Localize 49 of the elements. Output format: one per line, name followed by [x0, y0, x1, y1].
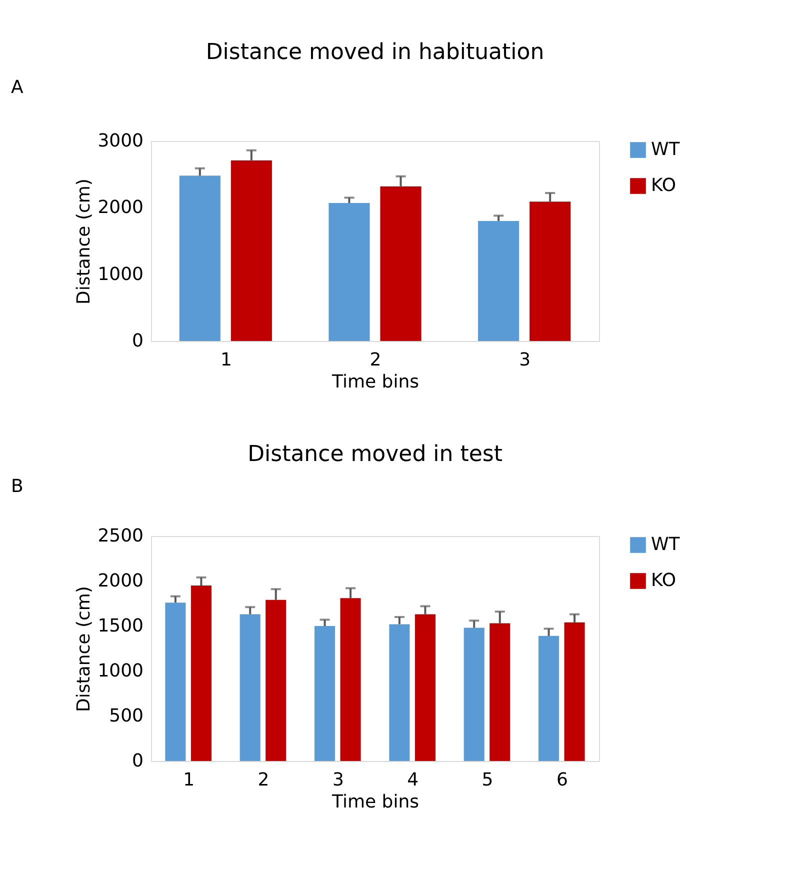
bar — [380, 186, 422, 341]
bar — [478, 221, 520, 341]
y-tick-label: 2000 — [98, 570, 144, 592]
x-tick-label: 2 — [370, 350, 382, 370]
x-tick-label: 3 — [332, 770, 344, 790]
y-axis-title: Distance (cm) — [74, 586, 95, 712]
y-tick-label: 3000 — [98, 130, 144, 152]
legend-label: KO — [651, 570, 676, 591]
bar — [414, 614, 436, 761]
x-tick-label: 5 — [482, 770, 494, 790]
y-tick-label: 0 — [132, 750, 144, 772]
text: B — [11, 476, 24, 497]
bar — [190, 586, 212, 761]
x-axis-title: Time bins — [331, 372, 419, 392]
bar — [165, 602, 186, 761]
bar — [240, 614, 260, 761]
bar — [179, 176, 220, 341]
chart-title: Distance moved in habituation — [206, 40, 544, 65]
y-tick-label: 2500 — [98, 526, 144, 546]
bar — [564, 622, 585, 761]
x-tick-label: 4 — [407, 770, 419, 790]
bar — [530, 202, 571, 341]
y-tick-label: 2000 — [98, 197, 144, 218]
legend-label: WT — [651, 534, 681, 555]
legend-label: KO — [651, 175, 676, 196]
bar — [314, 626, 336, 761]
bar — [538, 636, 560, 761]
bar — [490, 623, 510, 761]
bar — [464, 628, 484, 761]
x-axis-title: Time bins — [331, 792, 419, 812]
bar — [340, 598, 361, 761]
x-tick-label: 2 — [258, 770, 270, 790]
bar — [389, 624, 410, 761]
bar — [328, 203, 370, 341]
y-axis-title: Distance (cm) — [74, 178, 95, 304]
y-tick-label: 1000 — [98, 264, 144, 285]
y-tick-label: 500 — [109, 706, 144, 726]
x-tick-label: 6 — [556, 770, 568, 790]
text: A — [11, 77, 24, 98]
x-tick-label: 1 — [220, 350, 232, 370]
chart-title: Distance moved in test — [248, 442, 503, 467]
x-tick-label: 1 — [183, 770, 195, 790]
legend-label: WT — [651, 139, 681, 160]
y-tick-label: 1500 — [98, 616, 144, 636]
y-tick-label: 1000 — [98, 660, 144, 682]
x-tick-label: 3 — [519, 350, 531, 370]
bar — [230, 160, 272, 341]
y-tick-label: 0 — [132, 330, 144, 352]
bar — [266, 600, 286, 761]
